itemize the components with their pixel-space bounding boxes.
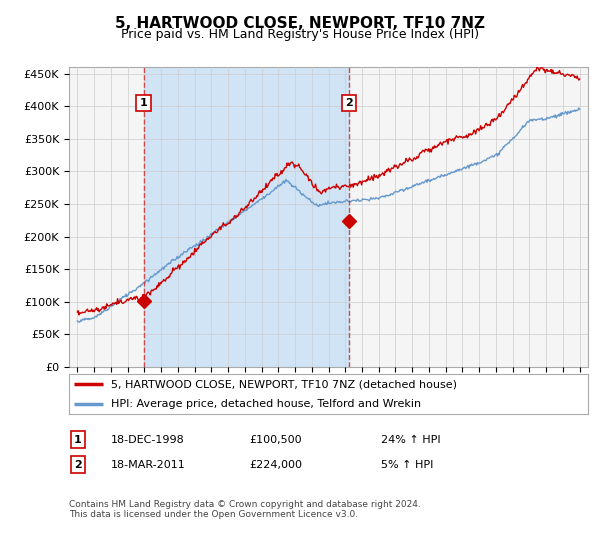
Text: 1: 1 (140, 98, 148, 108)
Text: 18-MAR-2011: 18-MAR-2011 (111, 460, 186, 470)
Text: 24% ↑ HPI: 24% ↑ HPI (381, 435, 440, 445)
Text: £224,000: £224,000 (249, 460, 302, 470)
Text: 5, HARTWOOD CLOSE, NEWPORT, TF10 7NZ (detached house): 5, HARTWOOD CLOSE, NEWPORT, TF10 7NZ (de… (110, 379, 457, 389)
Text: 5, HARTWOOD CLOSE, NEWPORT, TF10 7NZ: 5, HARTWOOD CLOSE, NEWPORT, TF10 7NZ (115, 16, 485, 31)
Text: 18-DEC-1998: 18-DEC-1998 (111, 435, 185, 445)
Text: Price paid vs. HM Land Registry's House Price Index (HPI): Price paid vs. HM Land Registry's House … (121, 28, 479, 41)
Text: HPI: Average price, detached house, Telford and Wrekin: HPI: Average price, detached house, Telf… (110, 399, 421, 409)
Bar (143, 67, 349, 367)
Text: Contains HM Land Registry data © Crown copyright and database right 2024.
This d: Contains HM Land Registry data © Crown c… (69, 500, 421, 519)
Text: 2: 2 (74, 460, 82, 470)
Text: 5% ↑ HPI: 5% ↑ HPI (381, 460, 433, 470)
Text: 2: 2 (345, 98, 353, 108)
Text: £100,500: £100,500 (249, 435, 302, 445)
Text: 1: 1 (74, 435, 82, 445)
